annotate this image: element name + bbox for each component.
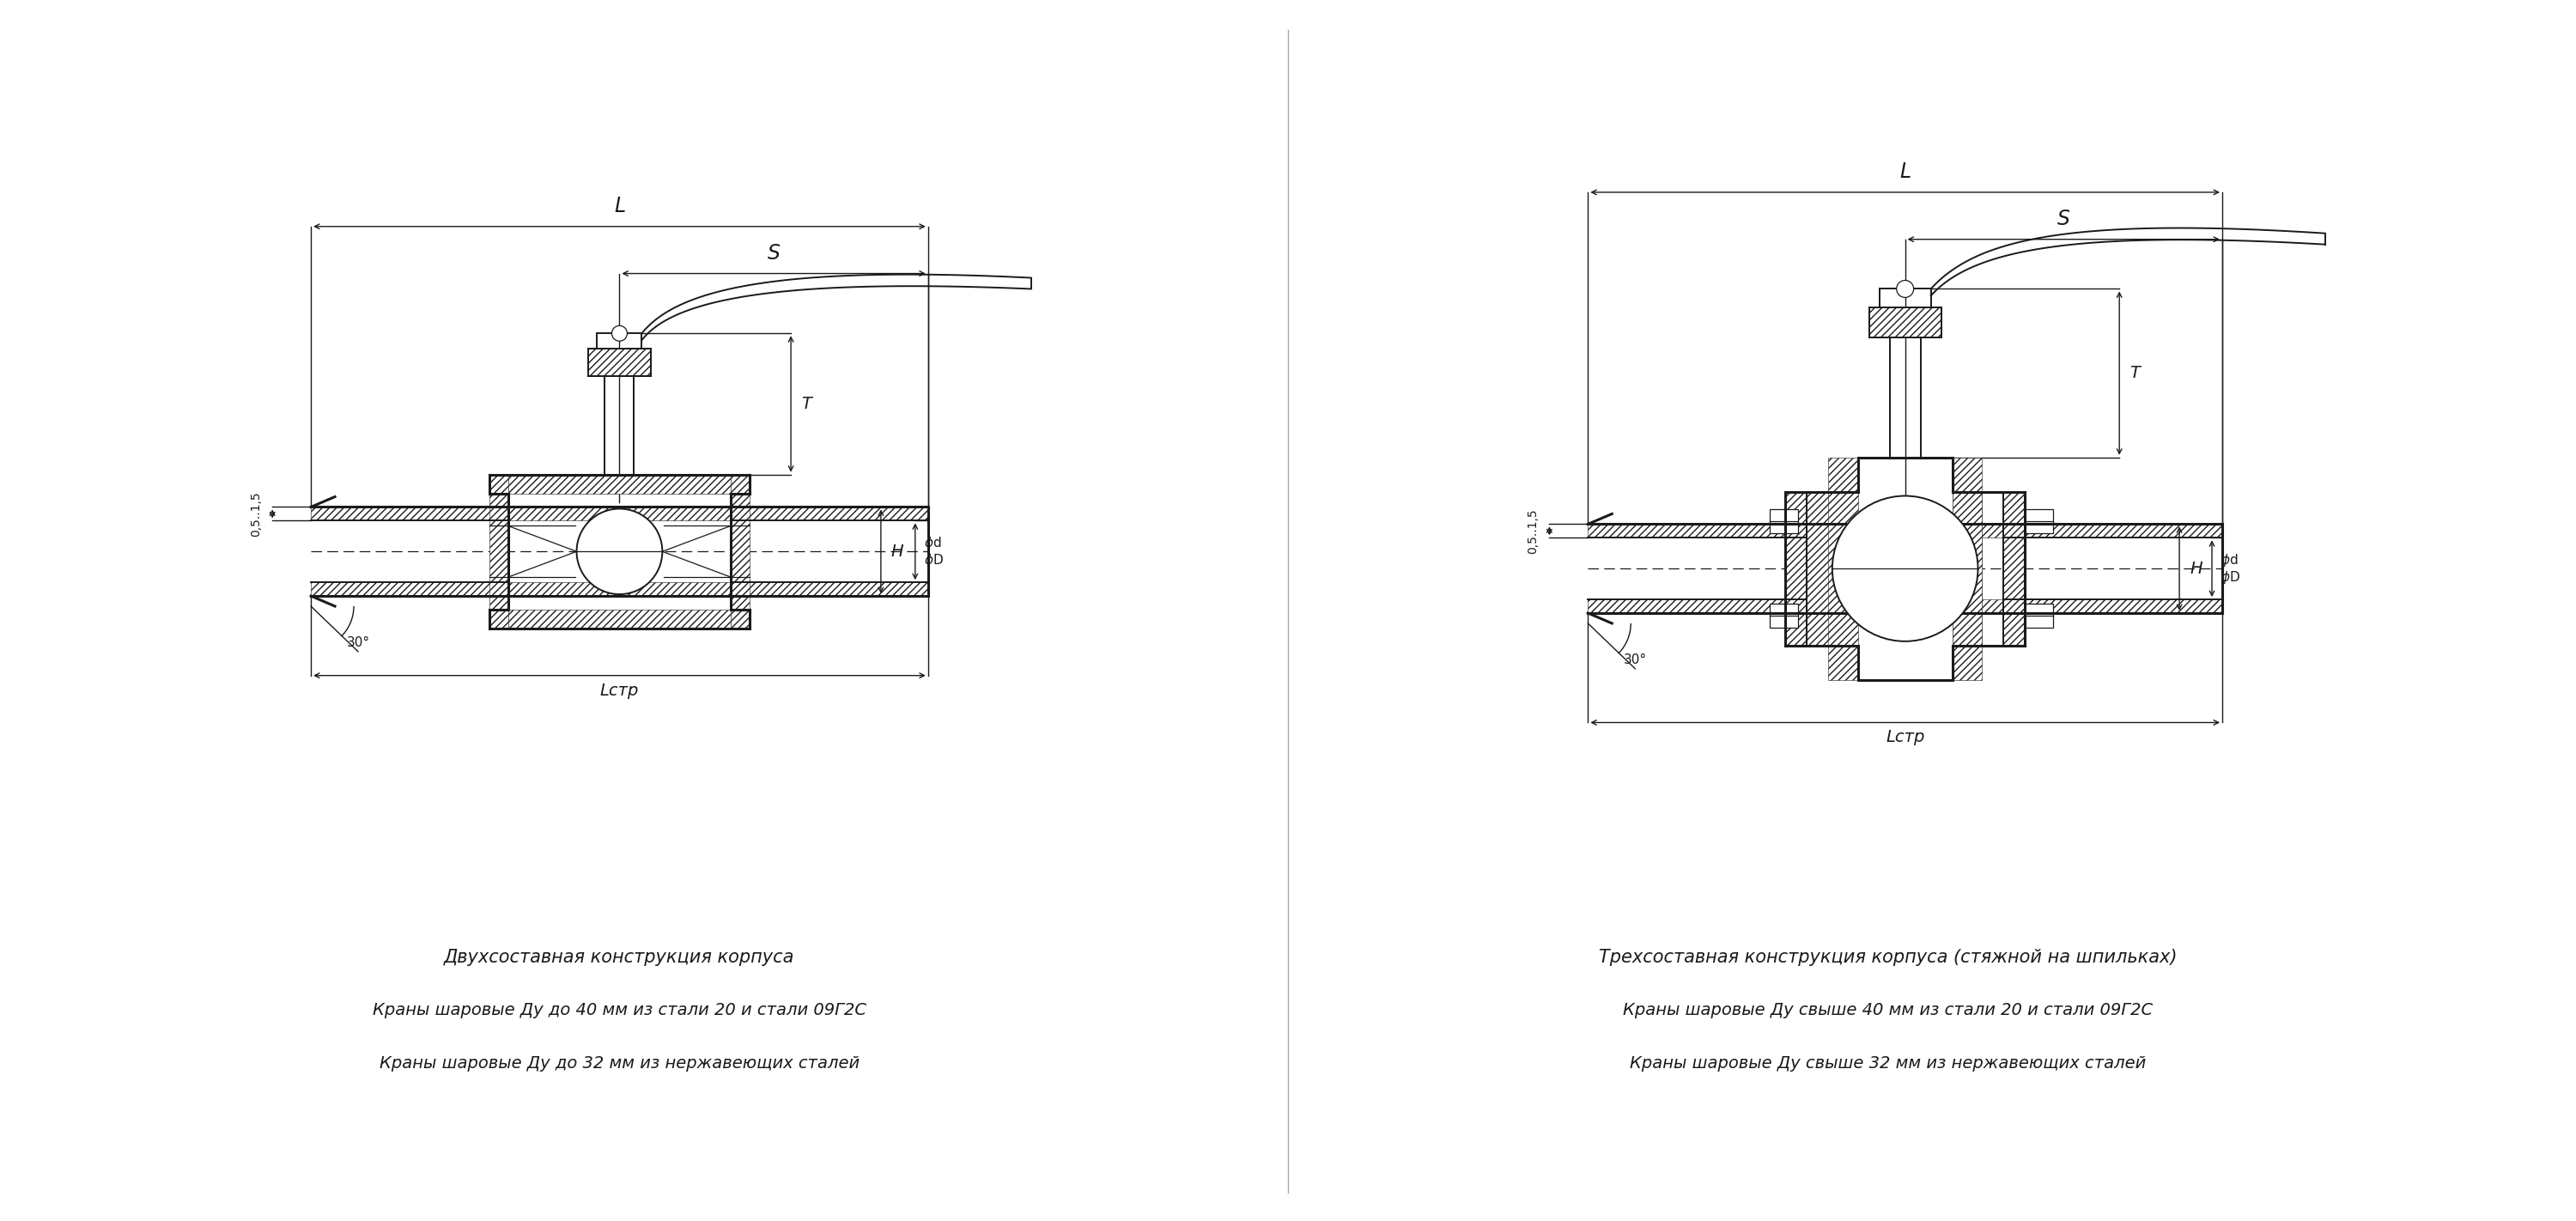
- Text: L: L: [613, 195, 626, 216]
- Bar: [1829, 458, 1857, 680]
- Text: Краны шаровые Ду свыше 32 мм из нержавеющих сталей: Краны шаровые Ду свыше 32 мм из нержавею…: [1631, 1055, 2146, 1072]
- Text: Lстр: Lстр: [1886, 729, 1924, 746]
- Text: $\phi$D: $\phi$D: [925, 552, 943, 568]
- Bar: [1806, 492, 1837, 646]
- Bar: [1870, 308, 1942, 338]
- Text: T: T: [801, 396, 811, 413]
- Text: H: H: [891, 543, 904, 559]
- Text: $\phi$d: $\phi$d: [925, 535, 940, 551]
- Bar: [1770, 603, 1798, 628]
- Text: 30°: 30°: [1623, 653, 1646, 667]
- Bar: [587, 349, 652, 376]
- Bar: [312, 507, 927, 520]
- Text: S: S: [768, 243, 781, 264]
- Bar: [489, 475, 507, 629]
- Bar: [507, 475, 732, 493]
- Text: $\phi$D: $\phi$D: [2221, 569, 2241, 585]
- Circle shape: [1832, 496, 1978, 641]
- Text: Краны шаровые Ду до 40 мм из стали 20 и стали 09Г2С: Краны шаровые Ду до 40 мм из стали 20 и …: [374, 1002, 866, 1018]
- Text: Трехсоставная конструкция корпуса (стяжной на шпильках): Трехсоставная конструкция корпуса (стяжн…: [1600, 949, 2177, 966]
- Circle shape: [611, 326, 626, 341]
- Text: T: T: [2130, 365, 2141, 381]
- Bar: [2004, 492, 2025, 646]
- Text: 0,5..1,5: 0,5..1,5: [250, 491, 263, 536]
- Circle shape: [577, 509, 662, 595]
- Text: L: L: [1899, 161, 1911, 182]
- Text: 30°: 30°: [348, 636, 371, 650]
- Bar: [2025, 509, 2053, 534]
- Text: Краны шаровые Ду свыше 40 мм из стали 20 и стали 09Г2С: Краны шаровые Ду свыше 40 мм из стали 20…: [1623, 1002, 2154, 1018]
- Bar: [1953, 492, 1981, 646]
- Text: H: H: [2190, 560, 2202, 576]
- Bar: [1587, 600, 2223, 613]
- Text: $\phi$d: $\phi$d: [2221, 552, 2239, 568]
- Text: 0,5..1,5: 0,5..1,5: [1528, 508, 1538, 553]
- Text: Двухсоставная конструкция корпуса: Двухсоставная конструкция корпуса: [443, 949, 796, 966]
- Bar: [1953, 458, 1981, 680]
- Bar: [1587, 524, 2223, 537]
- Text: Lстр: Lстр: [600, 683, 639, 698]
- Bar: [2025, 603, 2053, 628]
- Text: S: S: [2058, 209, 2071, 230]
- Text: Краны шаровые Ду до 32 мм из нержавеющих сталей: Краны шаровые Ду до 32 мм из нержавеющих…: [379, 1055, 860, 1072]
- Bar: [507, 609, 732, 629]
- Bar: [1785, 492, 1806, 646]
- Bar: [732, 475, 750, 629]
- Bar: [1770, 509, 1798, 534]
- Circle shape: [1896, 281, 1914, 298]
- Bar: [312, 582, 927, 596]
